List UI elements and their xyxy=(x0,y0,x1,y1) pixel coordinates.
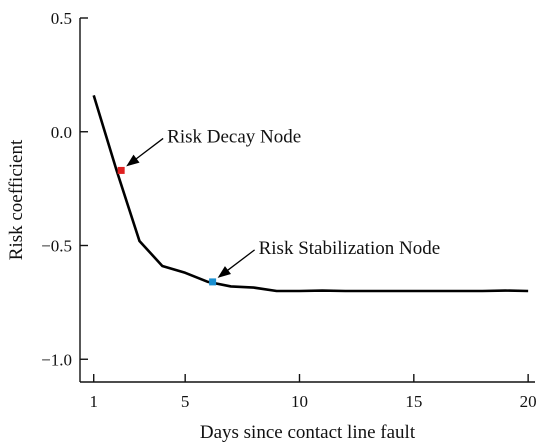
x-tick-label: 15 xyxy=(405,392,422,411)
y-axis-title: Risk coefficient xyxy=(6,139,27,260)
risk-coefficient-line xyxy=(92,94,529,293)
annotation-arrowhead xyxy=(126,154,140,167)
x-ticks: 1 5 10 15 20 xyxy=(89,374,537,411)
annotation-arrow xyxy=(131,137,164,163)
x-axis-title: Days since contact line fault xyxy=(200,422,416,443)
annotation-arrowhead xyxy=(217,266,231,278)
x-tick-label: 5 xyxy=(181,392,190,411)
annotations: Risk Decay Node Risk Stabilization Node xyxy=(117,126,440,286)
annotation: Risk Stabilization Node xyxy=(209,238,440,286)
annotation: Risk Decay Node xyxy=(117,126,301,174)
y-tick-label: −1.0 xyxy=(41,350,72,369)
x-tick-label: 1 xyxy=(89,392,98,411)
annotation-marker xyxy=(117,166,125,174)
x-tick-label: 10 xyxy=(291,392,308,411)
annotation-arrow xyxy=(223,249,256,274)
plot-area: 0.50.0−0.5−1.0 1 5 10 15 20 Risk Decay NodeR… xyxy=(41,9,536,411)
y-tick-label: 0.0 xyxy=(51,123,72,142)
x-tick-label: 20 xyxy=(520,392,537,411)
annotation-label: Risk Stabilization Node xyxy=(259,238,441,259)
y-tick-label: 0.5 xyxy=(51,9,72,28)
y-tick-label: −0.5 xyxy=(41,237,72,256)
annotation-marker xyxy=(209,278,217,286)
annotation-label: Risk Decay Node xyxy=(167,126,301,147)
y-ticks: 0.5 0.0 −0.5 −1.0 xyxy=(41,9,88,369)
